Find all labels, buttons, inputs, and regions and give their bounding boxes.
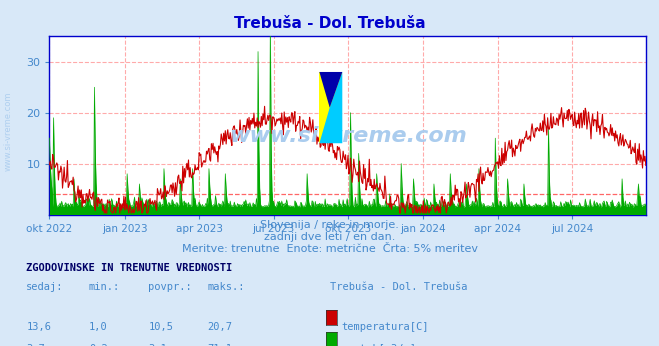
Text: temperatura[C]: temperatura[C]	[341, 322, 429, 332]
Text: 0,2: 0,2	[89, 344, 107, 346]
Text: 3,7: 3,7	[26, 344, 45, 346]
Text: 71,1: 71,1	[208, 344, 233, 346]
Text: povpr.:: povpr.:	[148, 282, 192, 292]
Text: 1,0: 1,0	[89, 322, 107, 332]
Text: www.si-vreme.com: www.si-vreme.com	[229, 126, 467, 146]
Polygon shape	[320, 72, 342, 108]
Text: pretok[m3/s]: pretok[m3/s]	[341, 344, 416, 346]
Text: 13,6: 13,6	[26, 322, 51, 332]
Text: zadnji dve leti / en dan.: zadnji dve leti / en dan.	[264, 232, 395, 242]
Text: Trebuša - Dol. Trebuša: Trebuša - Dol. Trebuša	[330, 282, 467, 292]
Text: maks.:: maks.:	[208, 282, 245, 292]
Polygon shape	[320, 72, 342, 143]
Text: Trebuša - Dol. Trebuša: Trebuša - Dol. Trebuša	[234, 16, 425, 30]
Text: 10,5: 10,5	[148, 322, 173, 332]
Text: 20,7: 20,7	[208, 322, 233, 332]
Bar	[320, 72, 342, 143]
Text: Slovenija / reke in morje.: Slovenija / reke in morje.	[260, 220, 399, 230]
Text: www.si-vreme.com: www.si-vreme.com	[3, 92, 13, 171]
Text: ZGODOVINSKE IN TRENUTNE VREDNOSTI: ZGODOVINSKE IN TRENUTNE VREDNOSTI	[26, 263, 233, 273]
Text: min.:: min.:	[89, 282, 120, 292]
Text: Meritve: trenutne  Enote: metrične  Črta: 5% meritev: Meritve: trenutne Enote: metrične Črta: …	[181, 244, 478, 254]
Text: 3,1: 3,1	[148, 344, 167, 346]
Text: sedaj:: sedaj:	[26, 282, 64, 292]
